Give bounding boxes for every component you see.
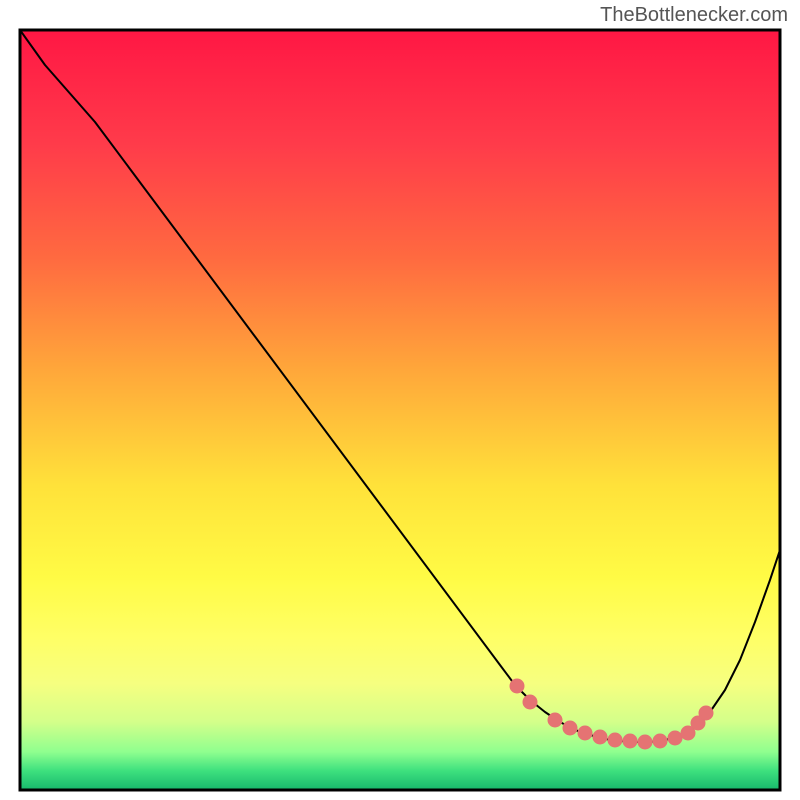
data-marker: [699, 706, 713, 720]
data-marker: [653, 734, 667, 748]
data-marker: [510, 679, 524, 693]
data-marker: [548, 713, 562, 727]
data-marker: [608, 733, 622, 747]
watermark-text: TheBottlenecker.com: [600, 4, 788, 27]
data-marker: [593, 730, 607, 744]
bottleneck-chart: [0, 0, 800, 800]
chart-container: TheBottlenecker.com: [0, 0, 800, 800]
gradient-background: [20, 30, 780, 790]
data-marker: [623, 734, 637, 748]
data-marker: [668, 731, 682, 745]
data-marker: [578, 726, 592, 740]
data-marker: [523, 695, 537, 709]
data-marker: [638, 735, 652, 749]
data-marker: [563, 721, 577, 735]
